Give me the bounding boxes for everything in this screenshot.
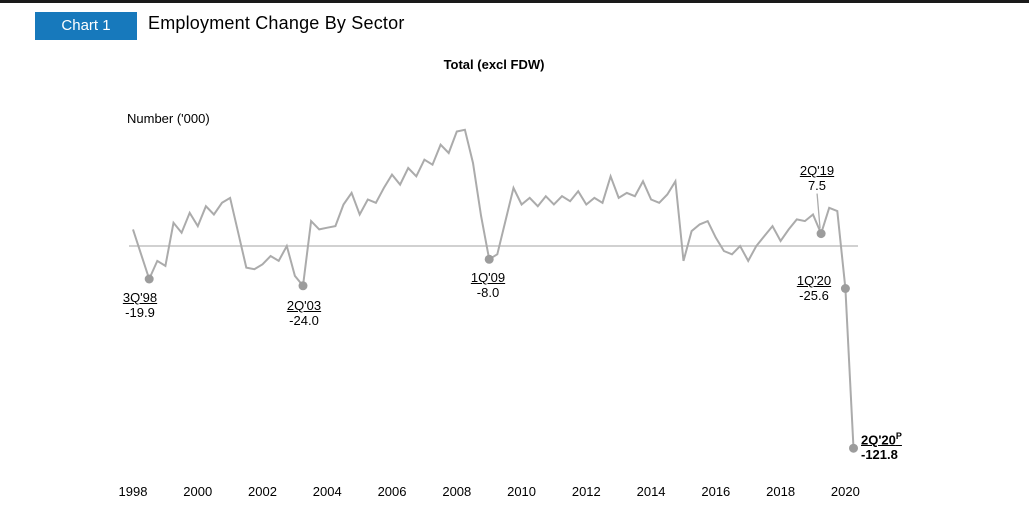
annotation-value: -24.0 bbox=[289, 313, 319, 328]
chart-number-badge: Chart 1 bbox=[35, 12, 137, 40]
annotation-value: -8.0 bbox=[476, 285, 500, 300]
annotation-label-text: 2Q'20 bbox=[861, 432, 896, 448]
x-axis-tick-label: 2008 bbox=[442, 484, 472, 499]
annotation-value: -121.8 bbox=[861, 447, 898, 463]
annotation-label: 2Q'20P bbox=[861, 429, 981, 447]
plot-title: Total (excl FDW) bbox=[443, 57, 545, 72]
annotation-label: 1Q'20 bbox=[796, 273, 832, 288]
data-point-marker bbox=[840, 284, 850, 293]
annotation-1q20: 1Q'20 -25.6 bbox=[754, 273, 874, 303]
x-axis-tick-label: 2002 bbox=[248, 484, 277, 499]
x-axis-tick-label: 1998 bbox=[118, 484, 148, 499]
annotation-value: -25.6 bbox=[799, 288, 829, 303]
annotation-2q19: 2Q'19 7.5 bbox=[757, 163, 877, 193]
data-point-marker bbox=[298, 281, 308, 291]
x-axis-tick-label: 2018 bbox=[766, 484, 796, 499]
annotation-leader-line bbox=[816, 193, 821, 229]
x-axis-tick-label: 2010 bbox=[507, 484, 537, 499]
annotation-2q20: 2Q'20P -121.8 bbox=[861, 429, 981, 462]
x-axis-tick-label: 2006 bbox=[377, 484, 407, 499]
annotation-value: 7.5 bbox=[807, 178, 827, 193]
data-point-marker bbox=[484, 254, 494, 264]
annotation-label: 1Q'09 bbox=[470, 270, 506, 285]
data-point-marker bbox=[849, 443, 858, 453]
x-axis-tick-label: 2000 bbox=[183, 484, 213, 499]
annotation-superscript: P bbox=[895, 431, 902, 441]
annotation-2q03: 2Q'03 -24.0 bbox=[244, 298, 364, 328]
annotation-label: 2Q'03 bbox=[286, 298, 322, 313]
x-axis-tick-label: 2020 bbox=[830, 484, 860, 499]
top-border bbox=[0, 0, 1029, 3]
page-title: Employment Change By Sector bbox=[148, 13, 405, 33]
x-axis-tick-label: 2004 bbox=[312, 484, 342, 499]
data-point-marker bbox=[816, 229, 826, 239]
data-line bbox=[132, 128, 855, 449]
annotation-1q09: 1Q'09 -8.0 bbox=[428, 270, 548, 300]
annotation-value: -19.9 bbox=[125, 305, 155, 320]
x-axis-tick-label: 2016 bbox=[701, 484, 731, 499]
data-point-marker bbox=[144, 274, 154, 284]
x-axis-tick-label: 2014 bbox=[636, 484, 666, 499]
annotation-label: 3Q'98 bbox=[122, 290, 158, 305]
annotation-label: 2Q'19 bbox=[799, 163, 835, 178]
annotation-3q98: 3Q'98 -19.9 bbox=[80, 290, 200, 320]
x-axis-tick-label: 2012 bbox=[571, 484, 601, 499]
y-axis-label: Number ('000) bbox=[127, 111, 210, 126]
